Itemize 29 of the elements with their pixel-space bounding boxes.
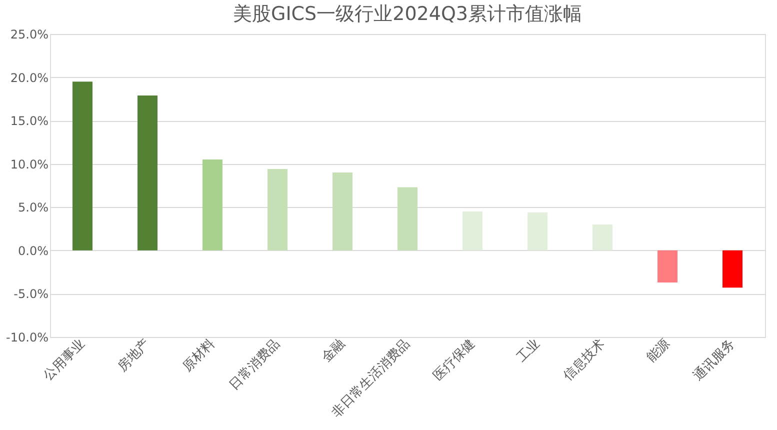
- bar: [592, 224, 612, 250]
- y-tick-label: 20.0%: [10, 70, 48, 85]
- x-tick-label: 日常消费品: [226, 336, 284, 394]
- bar: [462, 211, 482, 250]
- y-tick-label: -10.0%: [6, 330, 48, 344]
- x-tick-label: 信息技术: [560, 336, 608, 384]
- x-tick-label: 能源: [644, 336, 674, 366]
- x-tick-label: 金融: [319, 336, 348, 366]
- x-tick-label: 医疗保健: [430, 336, 478, 384]
- bar: [202, 160, 222, 250]
- bar: [722, 250, 742, 288]
- x-tick-label: 通讯服务: [690, 336, 738, 384]
- x-tick-label: 房地产: [114, 336, 154, 375]
- y-tick-label: 10.0%: [10, 157, 48, 172]
- bar: [528, 212, 548, 250]
- y-tick-label: 0.0%: [18, 244, 48, 258]
- bar: [268, 169, 288, 250]
- bar: [398, 187, 418, 250]
- bar: [332, 172, 352, 250]
- y-tick-label: 15.0%: [10, 114, 48, 128]
- bar: [658, 250, 678, 282]
- bar: [72, 82, 92, 250]
- y-tick-label: 25.0%: [10, 28, 48, 42]
- x-tick-label: 原材料: [180, 336, 218, 375]
- chart-title: 美股GICS一级行业2024Q3累计市值涨幅: [232, 3, 582, 25]
- x-tick-label: 工业: [514, 336, 544, 366]
- y-tick-label: -5.0%: [14, 287, 48, 302]
- bar: [138, 95, 158, 250]
- y-tick-label: 5.0%: [18, 200, 48, 215]
